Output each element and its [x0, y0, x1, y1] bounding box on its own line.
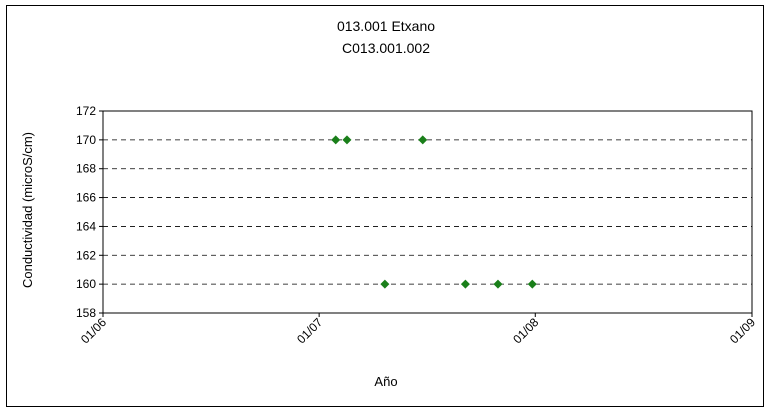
data-point [493, 279, 503, 289]
x-tick-label: 01/08 [510, 315, 541, 346]
data-point [527, 279, 537, 289]
x-tick-label: 01/07 [294, 315, 325, 346]
data-point [331, 135, 341, 145]
grid-lines [103, 139, 752, 285]
data-point [380, 279, 390, 289]
x-axis-label: Año [374, 374, 398, 389]
x-tick-label: 01/09 [727, 315, 758, 346]
y-tick-label: 166 [76, 191, 96, 205]
plot-area [102, 110, 753, 314]
y-tick-label: 170 [76, 133, 96, 147]
y-tick-label: 158 [76, 306, 96, 320]
data-points [331, 135, 537, 289]
y-tick-label: 164 [76, 219, 96, 233]
data-point [418, 135, 428, 145]
y-tick-label: 172 [76, 104, 96, 118]
data-point [460, 279, 470, 289]
y-axis-label: Conductividad (microS/cm) [20, 131, 35, 289]
chart-subtitle: C013.001.002 [342, 40, 430, 56]
y-axis: 158 160 162 164 166 168 170 172 [76, 104, 103, 320]
y-tick-label: 160 [76, 277, 96, 291]
y-tick-label: 168 [76, 162, 96, 176]
y-tick-label: 162 [76, 248, 96, 262]
chart-title: 013.001 Etxano [336, 18, 436, 34]
data-point [342, 135, 352, 145]
x-axis: 01/06 01/07 01/08 01/09 [78, 313, 758, 346]
